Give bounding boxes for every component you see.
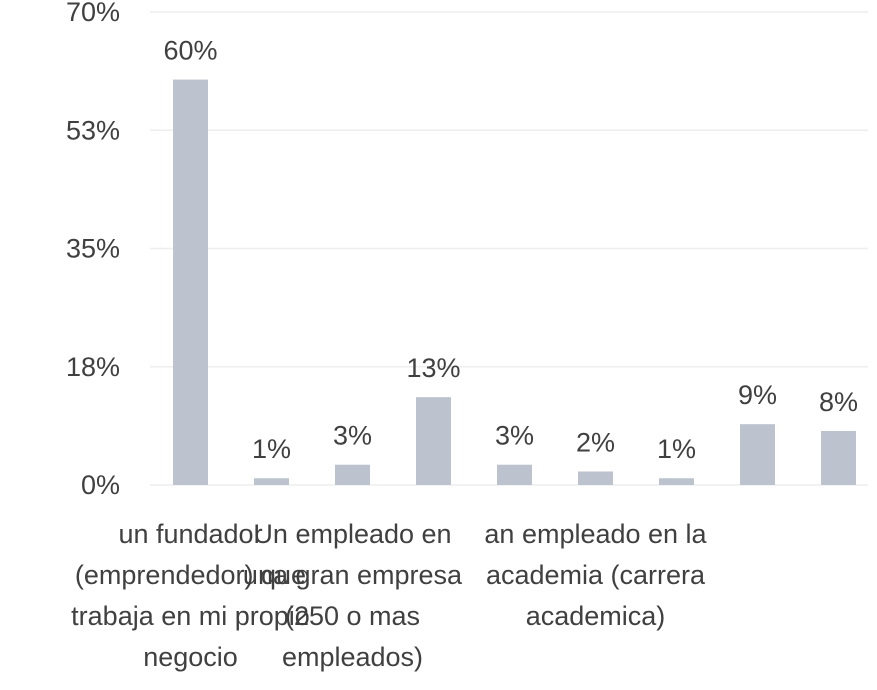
x-category-label-line: Un empleado en [253,519,451,549]
x-category-label-line: an empleado en la [484,519,707,549]
y-tick-label: 18% [66,352,120,382]
x-category-label-line: un fundador [118,519,262,549]
data-label: 9% [738,380,777,410]
x-category-label-line: una gran empresa [243,560,463,590]
x-category-label-line: academia (carrera [486,560,706,590]
x-category-label-line: empleados) [282,642,423,672]
data-label: 3% [333,421,372,451]
bar [173,79,208,486]
gridlines [150,11,868,486]
data-label: 3% [495,421,534,451]
bar [659,478,694,485]
y-tick-label: 35% [66,234,120,264]
data-label: 1% [252,434,291,464]
y-tick-label: 53% [66,115,120,145]
x-category-label-line: (emprendedor) que [75,560,306,590]
bar [821,430,856,485]
x-category-label-line: trabaja en mi propio [71,601,310,631]
bars [173,79,856,486]
bar [254,478,289,485]
data-label: 1% [657,434,696,464]
data-label: 8% [819,387,858,417]
bar [335,464,370,485]
x-axis-category-labels: un fundador (emprendedor) que trabaja en m… [71,519,707,672]
bar [578,471,613,485]
bar [497,464,532,485]
y-axis-tick-labels: 0% 18% 35% 53% 70% [66,0,120,500]
data-labels: 60% 1% 3% 13% 3% 2% 1% 9% 8% [163,36,858,465]
bar [740,424,775,485]
bar [416,397,451,485]
x-category-label-line: (250 o mas [285,601,420,631]
x-category-label-line: academica) [526,601,666,631]
y-tick-label: 70% [66,0,120,27]
y-tick-label: 0% [81,470,120,500]
data-label: 60% [163,36,217,66]
data-label: 2% [576,427,615,457]
x-category-label-line: negocio [143,642,238,672]
data-label: 13% [406,353,460,383]
